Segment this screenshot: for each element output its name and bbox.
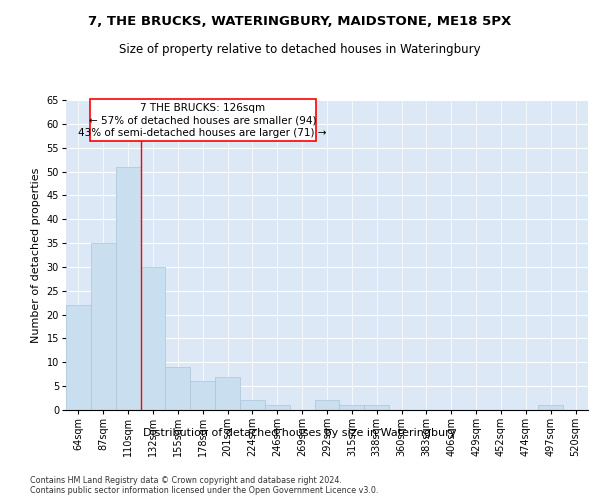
Bar [538,405,563,410]
Bar [190,382,215,410]
Text: Contains HM Land Registry data © Crown copyright and database right 2024.
Contai: Contains HM Land Registry data © Crown c… [30,476,379,495]
Text: ← 57% of detached houses are smaller (94): ← 57% of detached houses are smaller (94… [89,116,316,126]
Bar [116,167,140,410]
Bar [66,305,91,410]
Bar [140,267,166,410]
Bar [314,400,340,410]
Bar [91,243,116,410]
Bar [166,367,190,410]
Bar [340,405,364,410]
Bar [215,376,240,410]
FancyBboxPatch shape [89,99,316,140]
Text: Size of property relative to detached houses in Wateringbury: Size of property relative to detached ho… [119,42,481,56]
Bar [240,400,265,410]
Text: 7 THE BRUCKS: 126sqm: 7 THE BRUCKS: 126sqm [140,103,265,113]
Bar [265,405,290,410]
Y-axis label: Number of detached properties: Number of detached properties [31,168,41,342]
Text: 43% of semi-detached houses are larger (71) →: 43% of semi-detached houses are larger (… [79,128,327,138]
Text: 7, THE BRUCKS, WATERINGBURY, MAIDSTONE, ME18 5PX: 7, THE BRUCKS, WATERINGBURY, MAIDSTONE, … [88,15,512,28]
Text: Distribution of detached houses by size in Wateringbury: Distribution of detached houses by size … [143,428,457,438]
Bar [364,405,389,410]
